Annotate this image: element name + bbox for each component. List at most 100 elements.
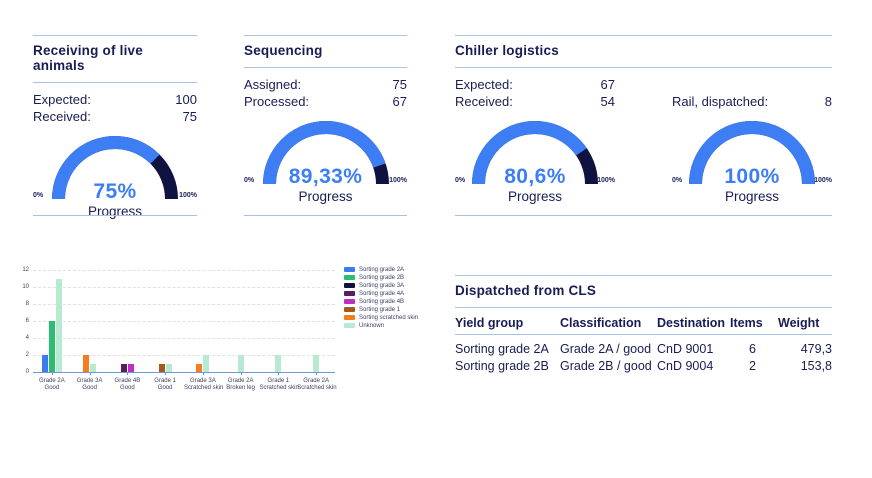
y-axis-tick-label: 2 bbox=[25, 351, 29, 358]
stat-value: 100 bbox=[175, 92, 197, 107]
gauge-min-label: 0% bbox=[244, 177, 255, 184]
x-axis-category-label: Grade 2A Broken leg bbox=[226, 378, 255, 391]
bar-unknown[interactable] bbox=[203, 355, 210, 372]
table-cell: Sorting grade 2B bbox=[455, 359, 549, 373]
legend-label: Sorting grade 4B bbox=[359, 298, 405, 305]
table-row: Sorting grade 2B Grade 2B / good CnD 9004 2… bbox=[455, 358, 832, 375]
stat-value: 67 bbox=[392, 94, 407, 109]
progress-gauge: 0% 100% 80,6% bbox=[455, 121, 615, 188]
stat-value: 75 bbox=[182, 109, 197, 124]
chiller-columns: Expected: 67 Received: 54 0% 100% 8 bbox=[455, 68, 832, 204]
x-axis-tick bbox=[127, 372, 129, 375]
table-cell: 153,8 bbox=[800, 359, 832, 373]
y-axis-tick-label: 4 bbox=[25, 334, 29, 341]
stat-label: Received: bbox=[455, 94, 513, 109]
panel-title: Receiving of live animals bbox=[33, 43, 143, 73]
legend-label: Sorting grade 2B bbox=[359, 274, 405, 281]
x-axis-tick bbox=[165, 372, 167, 375]
stat-row: Processed: 67 bbox=[244, 93, 407, 110]
gauge-arc bbox=[52, 136, 178, 200]
legend-item-sorting-grade-2a[interactable]: Sorting grade 2A bbox=[344, 267, 418, 273]
legend-item-sorting-grade-2b[interactable]: Sorting grade 2B bbox=[344, 274, 418, 281]
bar-unknown[interactable] bbox=[165, 363, 172, 372]
gauge-min-label: 0% bbox=[33, 192, 44, 199]
legend-item-sorting-grade-1[interactable]: Sorting grade 1 bbox=[344, 306, 418, 313]
gauge-fill-arc bbox=[689, 121, 815, 185]
divider bbox=[455, 275, 832, 276]
table-cell: Grade 2A / good bbox=[560, 342, 652, 356]
y-axis-tick-label: 10 bbox=[22, 283, 29, 290]
legend-item-unknown[interactable]: Unknown bbox=[344, 322, 418, 329]
y-axis-tick-label: 12 bbox=[22, 266, 29, 273]
x-axis-tick bbox=[240, 372, 242, 375]
bar-unknown[interactable] bbox=[55, 278, 62, 372]
legend-item-sorting-grade-4b[interactable]: Sorting grade 4B bbox=[344, 298, 418, 305]
stats: Expected: 67 Received: 54 bbox=[455, 76, 615, 110]
stat-label: Rail, dispatched: bbox=[672, 94, 769, 109]
bar-sorting-grade-4a[interactable] bbox=[120, 363, 127, 372]
bar-unknown[interactable] bbox=[90, 363, 97, 372]
x-axis-category-label: Grade 4B Good bbox=[114, 378, 141, 391]
column-header-weight: Weight bbox=[778, 316, 820, 330]
gauge-min-label: 0% bbox=[672, 177, 683, 184]
x-axis-category-label: Grade 2A Scratched skin bbox=[297, 378, 337, 391]
y-axis-tick-label: 8 bbox=[25, 300, 29, 307]
legend-label: Sorting grade 1 bbox=[359, 306, 401, 313]
gauge-fill-arc bbox=[52, 136, 178, 200]
x-axis-tick bbox=[278, 372, 280, 375]
panel-chiller-logistics: Chiller logistics Expected: 67 Received:… bbox=[455, 35, 832, 217]
legend-swatch bbox=[344, 315, 355, 320]
chart-plot-area: Grade 2A Good Grade 3A Good Grade 4B Good G… bbox=[33, 270, 337, 391]
table-cell: 479,3 bbox=[800, 342, 832, 356]
stat-value: 8 bbox=[824, 94, 832, 109]
legend-label: Unknown bbox=[359, 322, 385, 329]
gauge-value: 100% bbox=[724, 165, 780, 188]
panel-receiving-of-live-animals: Receiving of live animals Expected: 100 … bbox=[33, 35, 197, 219]
legend-item-sorting-scratched-skin[interactable]: Sorting scratched skin bbox=[344, 315, 418, 321]
bar-sorting-grade-2a[interactable] bbox=[41, 355, 48, 372]
panel-sequencing: Sequencing Assigned: 75 Processed: 67 0%… bbox=[244, 35, 407, 217]
gauge-fill-arc bbox=[472, 121, 598, 185]
stats: Assigned: 75 Processed: 67 bbox=[244, 76, 407, 110]
x-axis-category-label: Grade 1 Scratched skin bbox=[259, 378, 299, 391]
bar-sorting-grade-4b[interactable] bbox=[127, 363, 134, 372]
stat-row: Assigned: 75 bbox=[244, 76, 407, 93]
gauge-max-label: 100% bbox=[389, 177, 407, 184]
gauge-value: 89,33% bbox=[288, 165, 363, 188]
gridline bbox=[33, 304, 335, 305]
legend-item-sorting-grade-3a[interactable]: Sorting grade 3A bbox=[344, 283, 418, 289]
divider bbox=[244, 67, 407, 68]
x-axis-tick bbox=[51, 372, 53, 375]
divider bbox=[455, 67, 832, 68]
divider bbox=[455, 334, 832, 335]
gauge-caption: Progress bbox=[724, 189, 780, 204]
bar-sorting-scratched-skin[interactable] bbox=[196, 363, 203, 372]
x-axis-tick bbox=[202, 372, 204, 375]
stat-value: 75 bbox=[392, 77, 407, 92]
stat-row: Expected: 100 bbox=[33, 91, 197, 108]
yield-bar-chart: Grade 2A Good Grade 3A Good Grade 4B Good G… bbox=[13, 264, 423, 404]
bar-unknown[interactable] bbox=[313, 355, 320, 372]
stat-label: Assigned: bbox=[244, 77, 302, 92]
table-cell: Grade 2B / good bbox=[560, 359, 652, 373]
column-header-yield-group: Yield group bbox=[455, 316, 524, 330]
stat-value: 67 bbox=[600, 77, 615, 92]
stat-row: Received: 54 bbox=[455, 93, 615, 110]
legend-swatch bbox=[344, 299, 355, 304]
legend-item-sorting-grade-4a[interactable]: Sorting grade 4A bbox=[344, 291, 418, 297]
legend-swatch bbox=[344, 275, 355, 280]
bar-sorting-grade-2b[interactable] bbox=[48, 321, 55, 372]
divider bbox=[33, 82, 197, 83]
divider bbox=[33, 215, 197, 216]
gridline bbox=[33, 338, 335, 339]
bar-sorting-scratched-skin[interactable] bbox=[83, 355, 90, 372]
table-cell: Sorting grade 2A bbox=[455, 342, 549, 356]
stats: Expected: 100 Received: 75 bbox=[33, 91, 197, 125]
x-axis-tick bbox=[316, 372, 318, 375]
column-header-destination: Destination bbox=[657, 316, 726, 330]
bar-sorting-grade-1[interactable] bbox=[158, 363, 165, 372]
bar-unknown[interactable] bbox=[275, 355, 282, 372]
bar-unknown[interactable] bbox=[237, 355, 244, 372]
panel-title: Sequencing bbox=[244, 43, 323, 58]
